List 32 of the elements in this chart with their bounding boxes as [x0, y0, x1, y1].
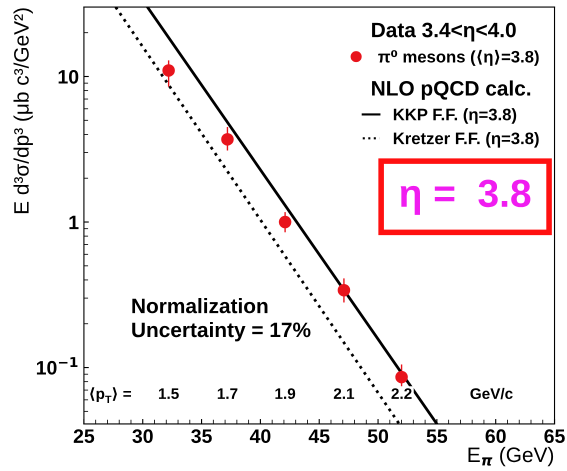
- y-tick-label: 10: [58, 70, 78, 84]
- annotation: GeV/c: [470, 388, 513, 400]
- y-tick-label: 10$^{−1}$: [36, 357, 78, 375]
- point: [395, 370, 408, 384]
- annotation: Normalization Uncertainty = 17%: [132, 298, 310, 342]
- annotation: 1.7: [218, 388, 238, 399]
- point: [338, 284, 350, 296]
- point: [162, 64, 175, 77]
- legend-label: π⁰ mesons (⟨η⟩=3.8): [378, 50, 539, 66]
- x-tick-label: 60: [486, 429, 506, 444]
- legend-label: Kretzer F.F. (η=3.8): [394, 132, 539, 148]
- x-tick-label: 45: [308, 429, 330, 444]
- annotation: η = 3.8: [400, 180, 530, 215]
- x-tick-label: 55: [426, 429, 448, 444]
- legend-label: KKP F.F. (η=3.8): [394, 108, 516, 124]
- x-axis-title: E$_{π}$ (GeV): [468, 446, 554, 466]
- point: [221, 133, 234, 146]
- legend-title: Data 3.4<η<4.0: [372, 22, 516, 42]
- annotation: 2.1: [334, 388, 354, 399]
- annotation: 2.2: [391, 388, 412, 399]
- y-axis-title: E d³σ/dp³ (μb c³/GeV²): [13, 8, 33, 214]
- x-tick-label: 25: [74, 429, 94, 444]
- point: [278, 216, 292, 228]
- annotation: NLO pQCD calc.: [372, 80, 530, 100]
- y-tick-label: 1: [69, 216, 79, 230]
- x-tick-label: 65: [544, 429, 565, 444]
- x-tick-label: 50: [368, 429, 388, 444]
- annotation: 1.9: [275, 388, 296, 400]
- x-tick-label: 30: [132, 429, 153, 444]
- annotation: 1.5: [158, 388, 179, 400]
- x-tick-label: 40: [250, 429, 270, 444]
- x-tick-label: 35: [191, 429, 212, 444]
